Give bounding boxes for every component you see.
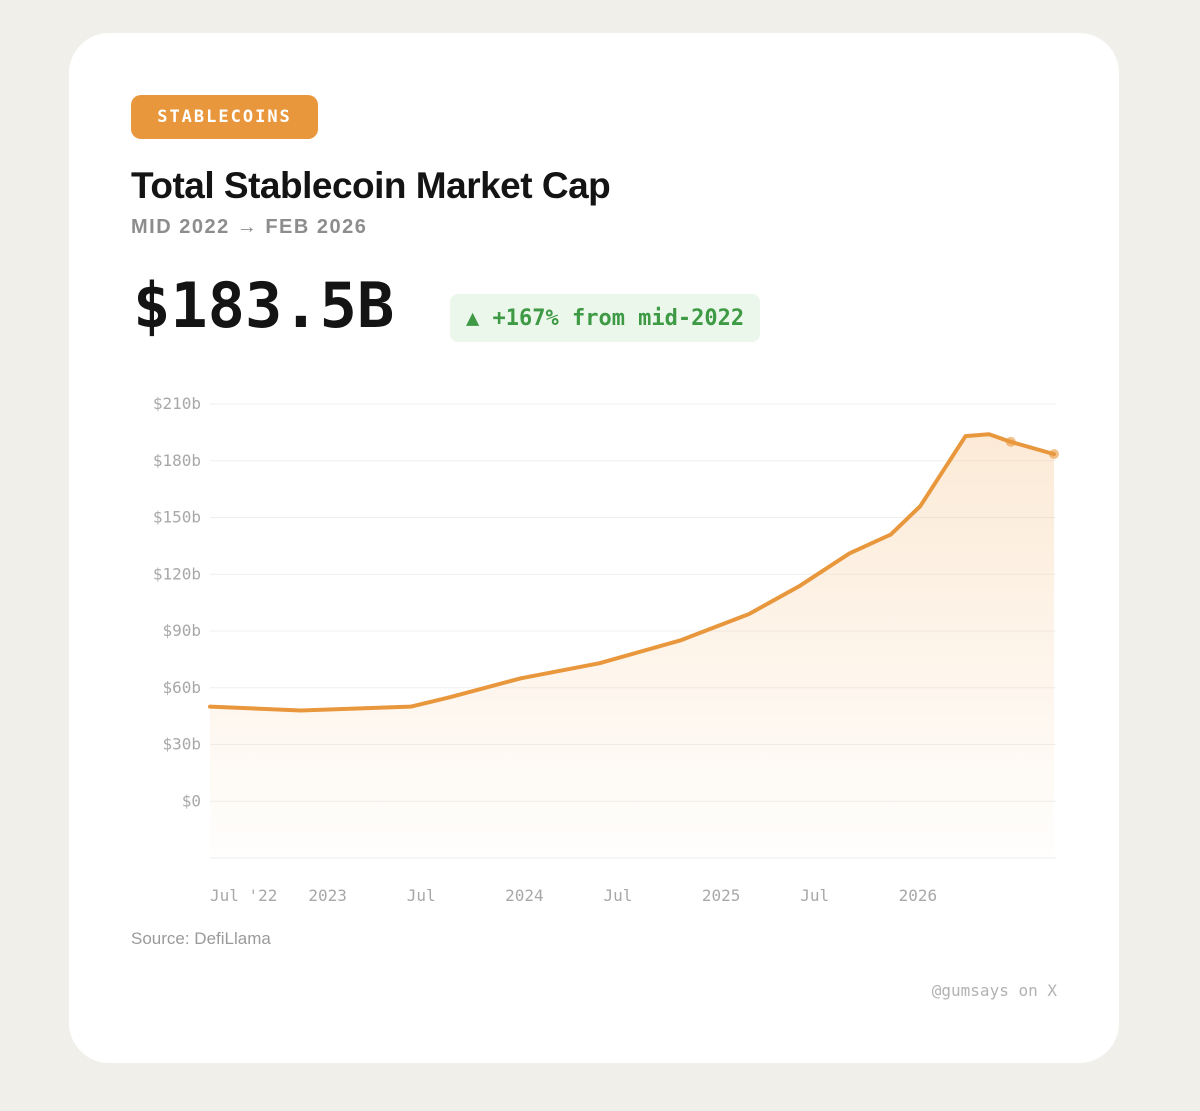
y-tick-label: $150b bbox=[153, 508, 201, 527]
point bbox=[1005, 436, 1016, 447]
x-tick-label: Jul bbox=[407, 886, 436, 905]
change-badge: ▲ +167% from mid-2022 bbox=[450, 294, 761, 342]
y-tick-label: $60b bbox=[162, 678, 201, 697]
line bbox=[208, 432, 1057, 713]
x-tick-label: 2023 bbox=[308, 886, 347, 905]
x-tick-label: Jul bbox=[800, 886, 829, 905]
x-tick-label: 2025 bbox=[702, 886, 741, 905]
badge: STABLECOINS bbox=[131, 95, 318, 139]
x-tick-label: Jul bbox=[603, 886, 632, 905]
y-tick-label: $0 bbox=[182, 791, 201, 810]
source: Source: DefiLlama bbox=[131, 929, 271, 948]
title: Total Stablecoin Market Cap bbox=[131, 165, 611, 206]
area bbox=[210, 434, 1055, 858]
subtitle: MID 2022 → FEB 2026 bbox=[131, 216, 368, 238]
y-tick-label: $120b bbox=[153, 564, 201, 583]
point bbox=[1049, 449, 1060, 460]
headline: $183.5B bbox=[133, 269, 395, 342]
y-tick-label: $210b bbox=[153, 394, 201, 413]
y-tick-label: $30b bbox=[162, 735, 201, 754]
x-tick-label: Jul '22 bbox=[210, 886, 277, 905]
credit: @gumsays on X bbox=[931, 981, 1057, 1000]
y-tick-label: $90b bbox=[162, 621, 201, 640]
y-tick-label: $180b bbox=[153, 451, 201, 470]
x-tick-label: 2024 bbox=[505, 886, 544, 905]
x-tick-label: 2026 bbox=[899, 886, 938, 905]
